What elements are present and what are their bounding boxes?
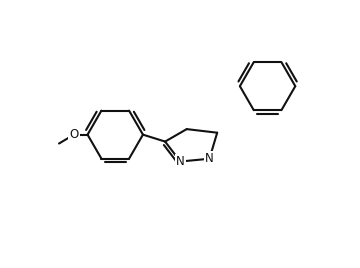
Text: N: N bbox=[205, 152, 214, 165]
Text: O: O bbox=[69, 128, 79, 141]
Text: N: N bbox=[176, 155, 185, 168]
